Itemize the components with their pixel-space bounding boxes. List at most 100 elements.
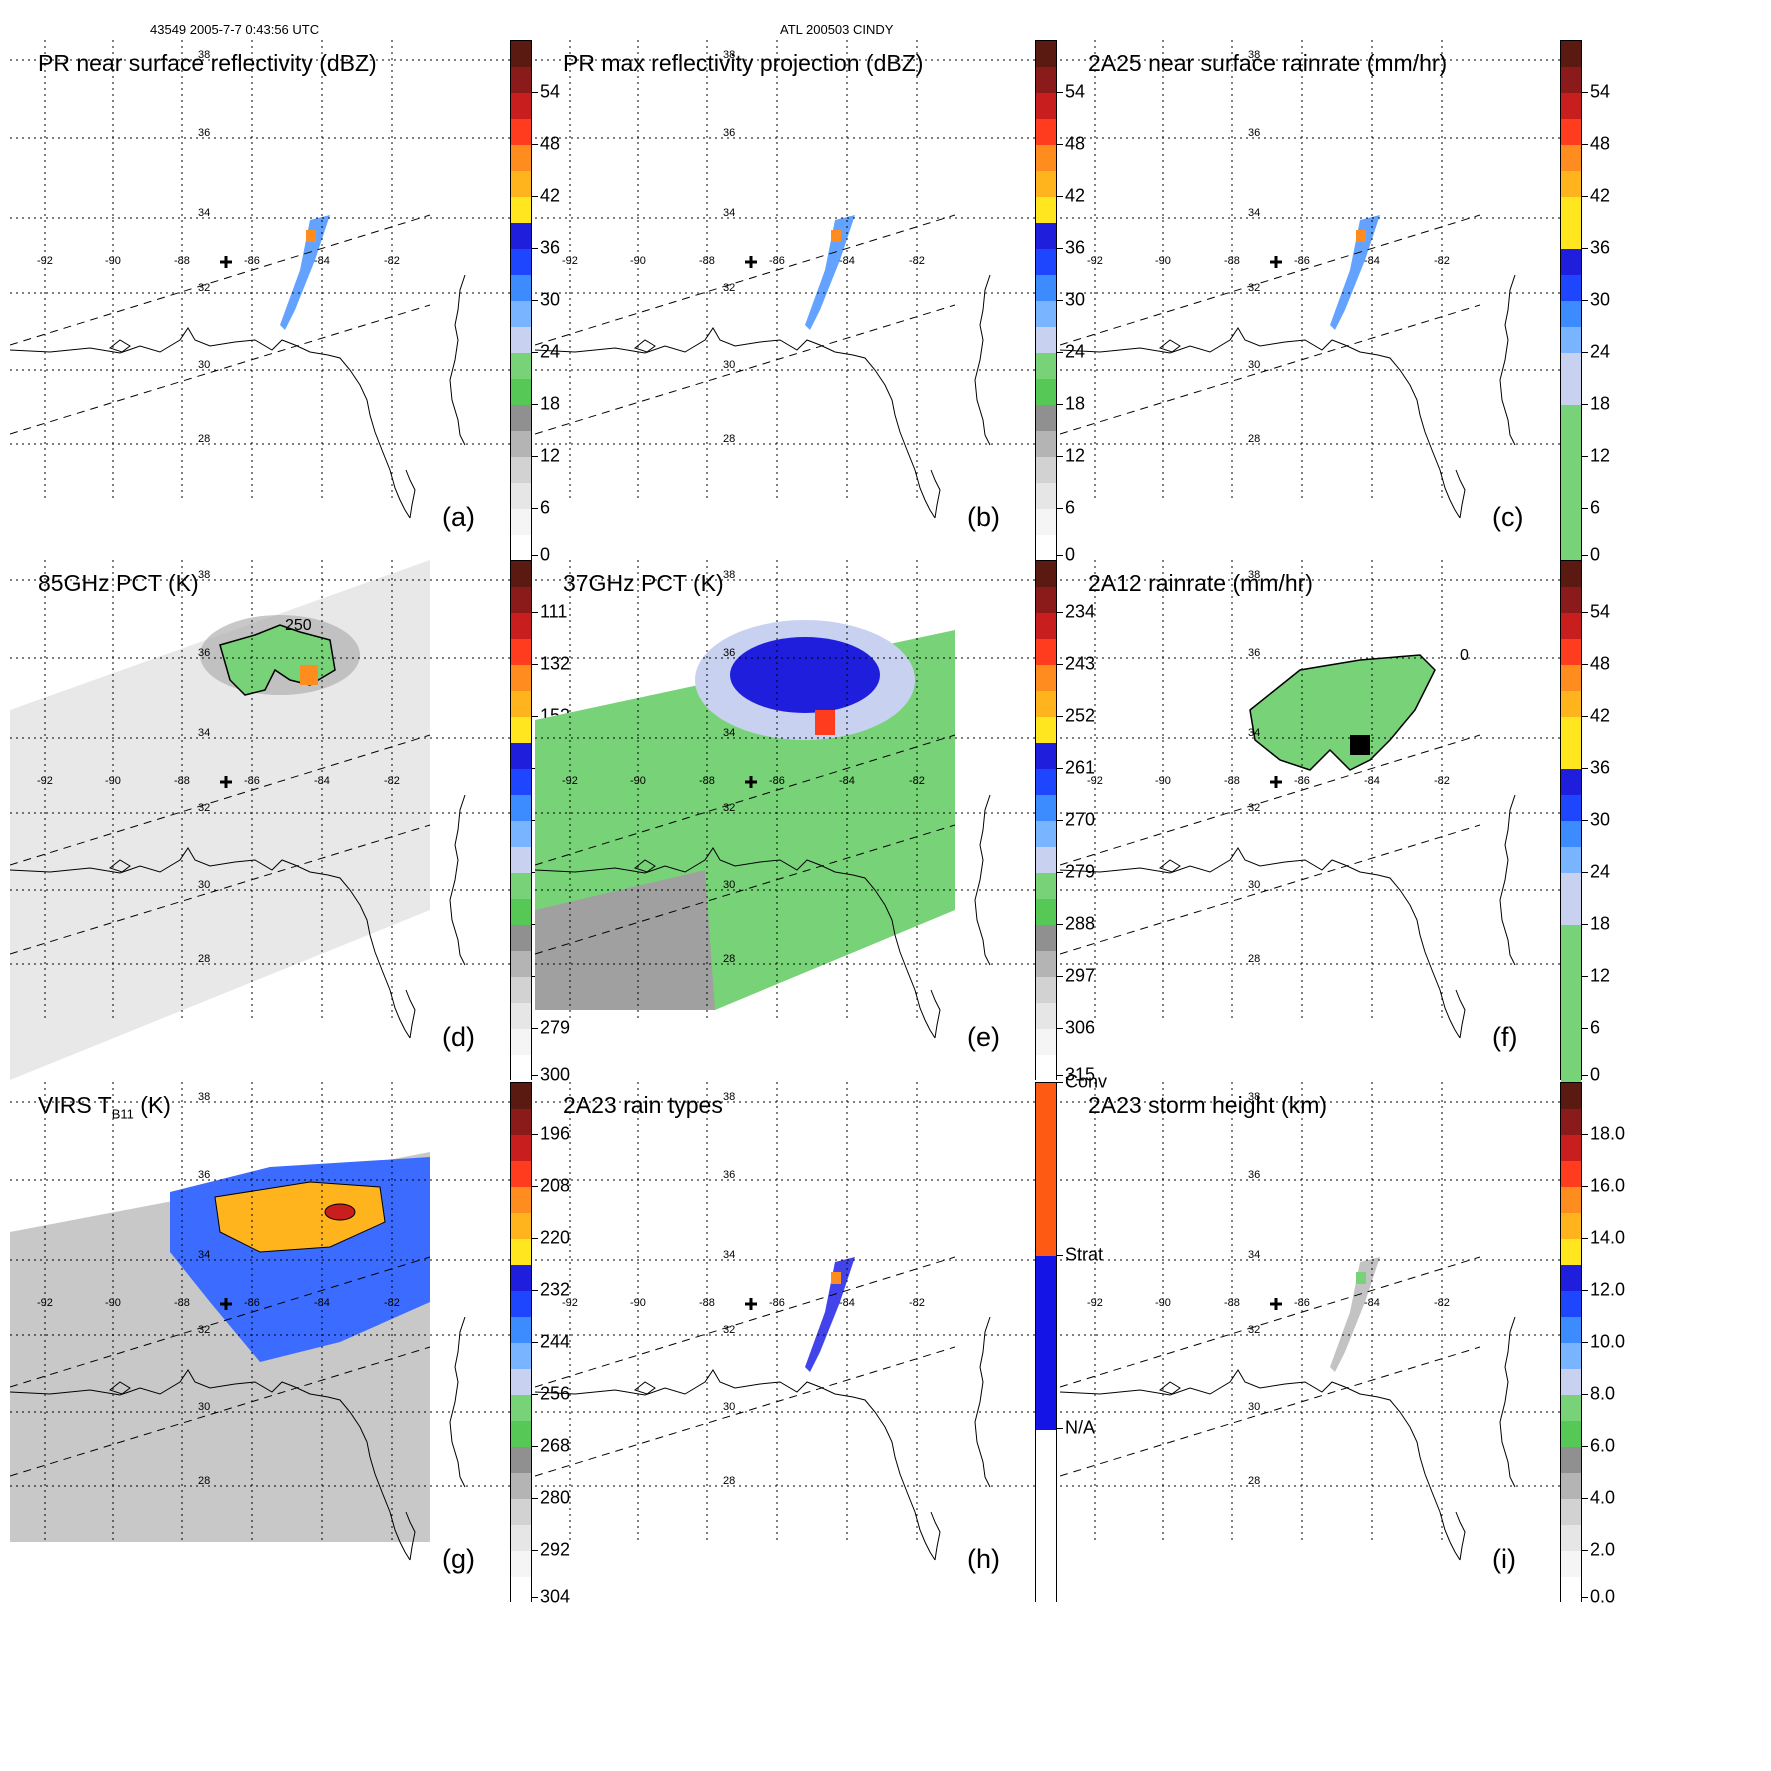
colorbar-tick-label: 18.0 — [1590, 1123, 1626, 1144]
colorbar-tick-label: 36 — [1590, 237, 1611, 258]
colorbar-tick-label: 24 — [540, 341, 561, 362]
colorbar-tick-label: 12 — [540, 445, 561, 466]
colorbar-segment — [511, 1239, 531, 1266]
colorbar-tick-label: 42 — [1590, 185, 1611, 206]
panel-title: PR near surface reflectivity (dBZ) — [38, 50, 377, 76]
colorbar-tick-label: 12 — [1065, 445, 1086, 466]
colorbar-tick-label: 30 — [1590, 289, 1611, 310]
colorbar-segment — [1561, 249, 1581, 276]
colorbar-tick-label: Strat — [1065, 1244, 1104, 1265]
colorbar-segment — [1036, 587, 1056, 614]
colorbar-tick-mark — [1057, 508, 1063, 509]
colorbar-tick-mark — [1582, 92, 1588, 93]
colorbar-segment — [1036, 171, 1056, 198]
colorbar-tick-mark — [1057, 92, 1063, 93]
lon-label: -88 — [1224, 775, 1240, 787]
colorbar-segment — [511, 249, 531, 276]
contour-label: 250 — [285, 617, 312, 634]
colorbar-tick-mark — [1582, 1446, 1588, 1447]
colorbar-tick-mark — [1057, 300, 1063, 301]
lat-label: 28 — [723, 1475, 735, 1487]
lat-label: 30 — [198, 359, 210, 371]
colorbar — [1035, 1082, 1057, 1604]
colorbar-tick-label: 24 — [1065, 341, 1086, 362]
colorbar-tick-label: 244 — [540, 1331, 571, 1352]
lon-label: -90 — [630, 775, 646, 787]
colorbar-tick-label: 48 — [1590, 653, 1611, 674]
panel-title: 2A25 near surface rainrate (mm/hr) — [1088, 50, 1448, 76]
colorbar-tick-label: 36 — [540, 237, 561, 258]
lon-label: -92 — [1087, 255, 1103, 267]
colorbar-tick-mark — [1057, 768, 1063, 769]
lat-label: 36 — [1248, 647, 1260, 659]
lat-label: 30 — [198, 879, 210, 891]
colorbar-segment — [1036, 249, 1056, 276]
colorbar-tick-label: 18 — [540, 393, 561, 414]
lat-label: 32 — [1248, 282, 1260, 294]
colorbar-tick-mark — [1582, 144, 1588, 145]
colorbar-segment — [1036, 1429, 1056, 1604]
lon-label: -86 — [1294, 255, 1310, 267]
lat-label: 36 — [1248, 127, 1260, 139]
lat-label: 34 — [723, 1249, 735, 1261]
colorbar-segment — [1561, 613, 1581, 640]
lat-label: 38 — [1248, 1091, 1260, 1103]
colorbar-segment — [1561, 67, 1581, 94]
colorbar-tick-mark — [1057, 456, 1063, 457]
colorbar-segment — [1036, 769, 1056, 796]
colorbar-segment — [511, 1055, 531, 1082]
colorbar-segment — [1561, 1135, 1581, 1162]
colorbar-segment — [1561, 1083, 1581, 1110]
colorbar-tick-label: 42 — [1065, 185, 1086, 206]
colorbar-segment — [1561, 1109, 1581, 1136]
colorbar-segment — [1561, 795, 1581, 822]
colorbar-segment — [511, 925, 531, 952]
lon-label: -92 — [37, 255, 53, 267]
lon-label: -86 — [244, 255, 260, 267]
colorbar-segment — [511, 1187, 531, 1214]
lon-label: -86 — [769, 1297, 785, 1309]
colorbar-tick-label: 0.0 — [1590, 1586, 1616, 1607]
colorbar-tick-mark — [532, 1028, 538, 1029]
lon-label: -90 — [105, 775, 121, 787]
colorbar-tick-mark — [1582, 1550, 1588, 1551]
panel-letter-label: (e) — [967, 1022, 1000, 1052]
colorbar-segment — [511, 821, 531, 848]
lon-label: -82 — [1434, 1297, 1450, 1309]
colorbar-segment — [1561, 353, 1581, 380]
colorbar-tick-mark — [1582, 872, 1588, 873]
lat-label: 30 — [723, 879, 735, 891]
lat-label: 38 — [1248, 49, 1260, 61]
lon-label: -88 — [174, 255, 190, 267]
colorbar-tick-mark — [1582, 1075, 1588, 1076]
lat-label: 38 — [723, 49, 735, 61]
colorbar-segment — [1036, 93, 1056, 120]
colorbar-tick-label: 6 — [1590, 1017, 1601, 1038]
colorbar-segment — [1561, 769, 1581, 796]
colorbar-tick-mark — [532, 1550, 538, 1551]
colorbar-segment — [511, 795, 531, 822]
colorbar-segment — [1561, 327, 1581, 354]
lon-label: -84 — [1364, 775, 1380, 787]
colorbar-tick-label: 315 — [1065, 1064, 1096, 1085]
colorbar-segment — [1036, 743, 1056, 770]
panel-title: 37GHz PCT (K) — [563, 570, 724, 596]
colorbar-segment — [1561, 1551, 1581, 1578]
lon-label: -82 — [909, 255, 925, 267]
colorbar-segment — [1036, 613, 1056, 640]
map-i: -92 -90 -88 -86 -84 -82 38 36 34 32 30 28 — [1060, 1082, 1560, 1561]
colorbar-tick-label: 252 — [1065, 705, 1096, 726]
colorbar-tick-mark — [1057, 196, 1063, 197]
lat-label: 28 — [198, 433, 210, 445]
colorbar-segment — [511, 275, 531, 302]
colorbar-tick-mark — [532, 1394, 538, 1395]
panel-title: VIRS TB11 (K) — [38, 1092, 171, 1122]
colorbar-tick-label: 54 — [1590, 601, 1611, 622]
colorbar-segment — [1561, 821, 1581, 848]
lat-label: 32 — [1248, 802, 1260, 814]
colorbar-tick-label: 306 — [1065, 1017, 1096, 1038]
colorbar-segment — [511, 327, 531, 354]
colorbar-segment — [1036, 457, 1056, 484]
colorbar-segment — [1561, 457, 1581, 484]
lat-label: 32 — [723, 1324, 735, 1336]
